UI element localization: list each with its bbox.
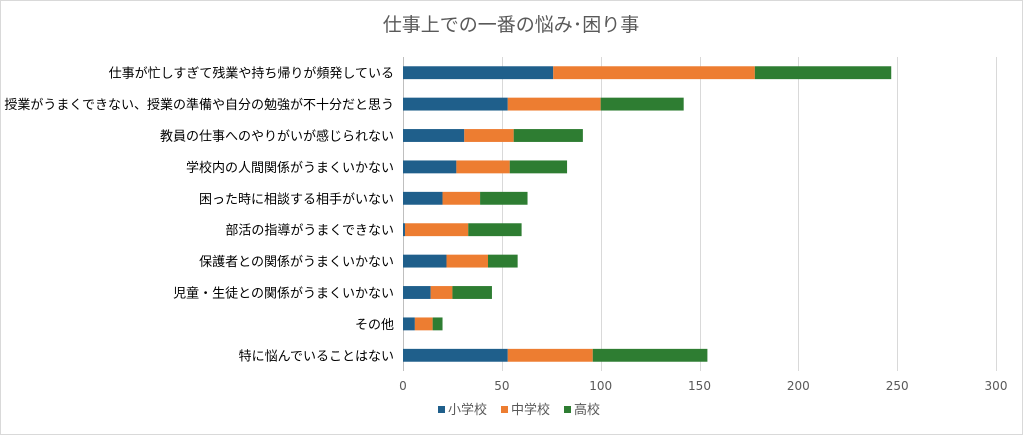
bar-segment-series-2 <box>513 129 583 142</box>
legend-swatch <box>564 406 571 413</box>
bar-segment-series-0 <box>403 129 465 142</box>
bar-segment-series-1 <box>404 223 469 237</box>
bar-segment-series-2 <box>468 223 522 237</box>
legend-swatch <box>501 406 508 413</box>
x-tick-label: 300 <box>985 379 1008 393</box>
bar-segment-series-2 <box>452 286 492 299</box>
bar-segment-series-1 <box>414 317 433 331</box>
category-label: 教員の仕事へのやりがいが感じられない <box>160 129 394 145</box>
bar-segment-series-0 <box>403 66 554 80</box>
legend-label: 中学校 <box>511 402 550 418</box>
category-label: 特に悩んでいることはない <box>239 349 394 364</box>
bar-segment-series-0 <box>403 286 431 299</box>
bar-segment-series-1 <box>430 286 453 299</box>
category-label: 部活の指導がうまくできない <box>225 224 394 239</box>
bar-segment-series-1 <box>507 348 593 362</box>
x-tick-label: 50 <box>494 379 509 393</box>
bar-segment-series-2 <box>480 191 528 205</box>
bar-segment-series-0 <box>403 223 405 237</box>
bar-segment-series-1 <box>553 66 755 80</box>
bar-segment-series-2 <box>600 97 684 111</box>
bar-segment-series-2 <box>509 160 568 174</box>
chart-title: 仕事上での一番の悩み･困り事 <box>383 14 640 36</box>
bar-segment-series-2 <box>754 66 892 80</box>
category-label: 仕事が忙しすぎて残業や持ち帰りが頻発している <box>109 66 394 82</box>
legend-swatch <box>438 406 445 413</box>
bar-segment-series-2 <box>592 348 708 362</box>
category-label: 保護者との関係がうまくいかない <box>199 254 394 270</box>
bar-segment-series-0 <box>403 160 457 174</box>
bar-segment-series-1 <box>456 160 510 174</box>
category-label: 児童・生徒との関係がうまくいかない <box>173 286 394 302</box>
bar-segment-series-0 <box>403 254 447 268</box>
bar-segment-series-2 <box>432 317 443 331</box>
x-tick-label: 150 <box>688 379 711 393</box>
x-tick-labels: 0 50 100 150 200 250 300 <box>399 379 1007 393</box>
category-labels: 仕事が忙しすぎて残業や持ち帰りが頻発している授業がうまくできない、授業の準備や自… <box>4 66 394 365</box>
bar-segment-series-1 <box>507 97 601 111</box>
bar-segment-series-0 <box>403 97 508 111</box>
bar-segment-series-0 <box>403 191 443 205</box>
category-label: 学校内の人間関係がうまくいかない <box>186 160 394 176</box>
legend: 小学校 中学校 高校 <box>438 402 600 418</box>
bar-segment-series-0 <box>403 317 415 331</box>
legend-label: 小学校 <box>448 402 487 418</box>
x-tick-label: 250 <box>886 379 909 393</box>
legend-label: 高校 <box>574 402 600 418</box>
category-label: その他 <box>355 318 394 333</box>
bars <box>403 66 892 362</box>
bar-segment-series-1 <box>442 191 481 205</box>
x-tick-label: 100 <box>589 379 612 393</box>
bar-segment-series-1 <box>446 254 488 268</box>
x-tick-label: 200 <box>787 379 810 393</box>
x-tick-label: 0 <box>399 379 407 393</box>
bar-segment-series-0 <box>403 348 508 362</box>
category-label: 困った時に相談する相手がいない <box>199 191 394 207</box>
bar-segment-series-2 <box>487 254 518 268</box>
category-label: 授業がうまくできない、授業の準備や自分の勉強が不十分だと思う <box>4 97 394 113</box>
bar-segment-series-1 <box>464 129 514 142</box>
